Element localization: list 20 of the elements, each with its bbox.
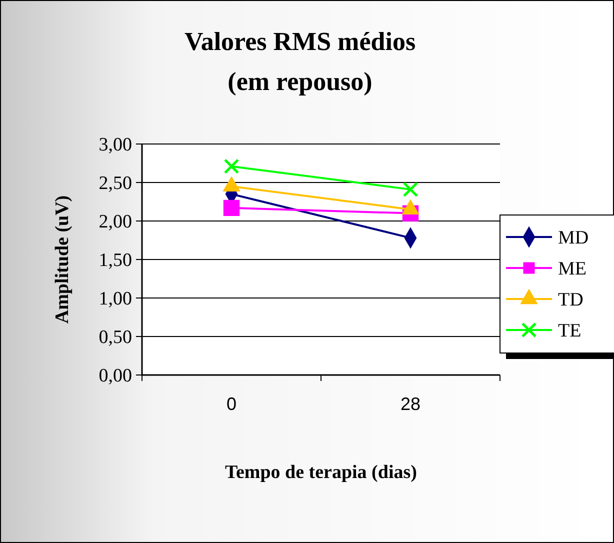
legend-label: TD bbox=[558, 290, 584, 311]
point bbox=[224, 158, 240, 174]
y-tick-label: 2,50 bbox=[98, 173, 132, 194]
legend-label: MD bbox=[558, 228, 589, 249]
y-tick-label: 1,50 bbox=[98, 250, 132, 272]
legend-label: TE bbox=[558, 320, 582, 342]
x-axis-title: Tempo de terapia (dias) bbox=[225, 462, 417, 483]
y-tick-label: 2,00 bbox=[98, 212, 132, 233]
legend-label: ME bbox=[558, 258, 586, 280]
x-tick-label: 0 bbox=[226, 394, 237, 414]
y-tick-label: 3,00 bbox=[98, 134, 132, 156]
point bbox=[402, 182, 418, 198]
point bbox=[223, 200, 240, 216]
chart-title: Valores RMS médios bbox=[184, 27, 416, 56]
y-axis-title: Amplitude (uV) bbox=[52, 195, 73, 324]
y-tick-label: 0,50 bbox=[98, 327, 132, 348]
y-tick-label: 0,00 bbox=[98, 366, 132, 387]
y-tick-label: 1,00 bbox=[98, 288, 132, 310]
x-tick-label: 28 bbox=[400, 394, 421, 414]
chart-subtitle: (em repouso) bbox=[228, 67, 372, 96]
